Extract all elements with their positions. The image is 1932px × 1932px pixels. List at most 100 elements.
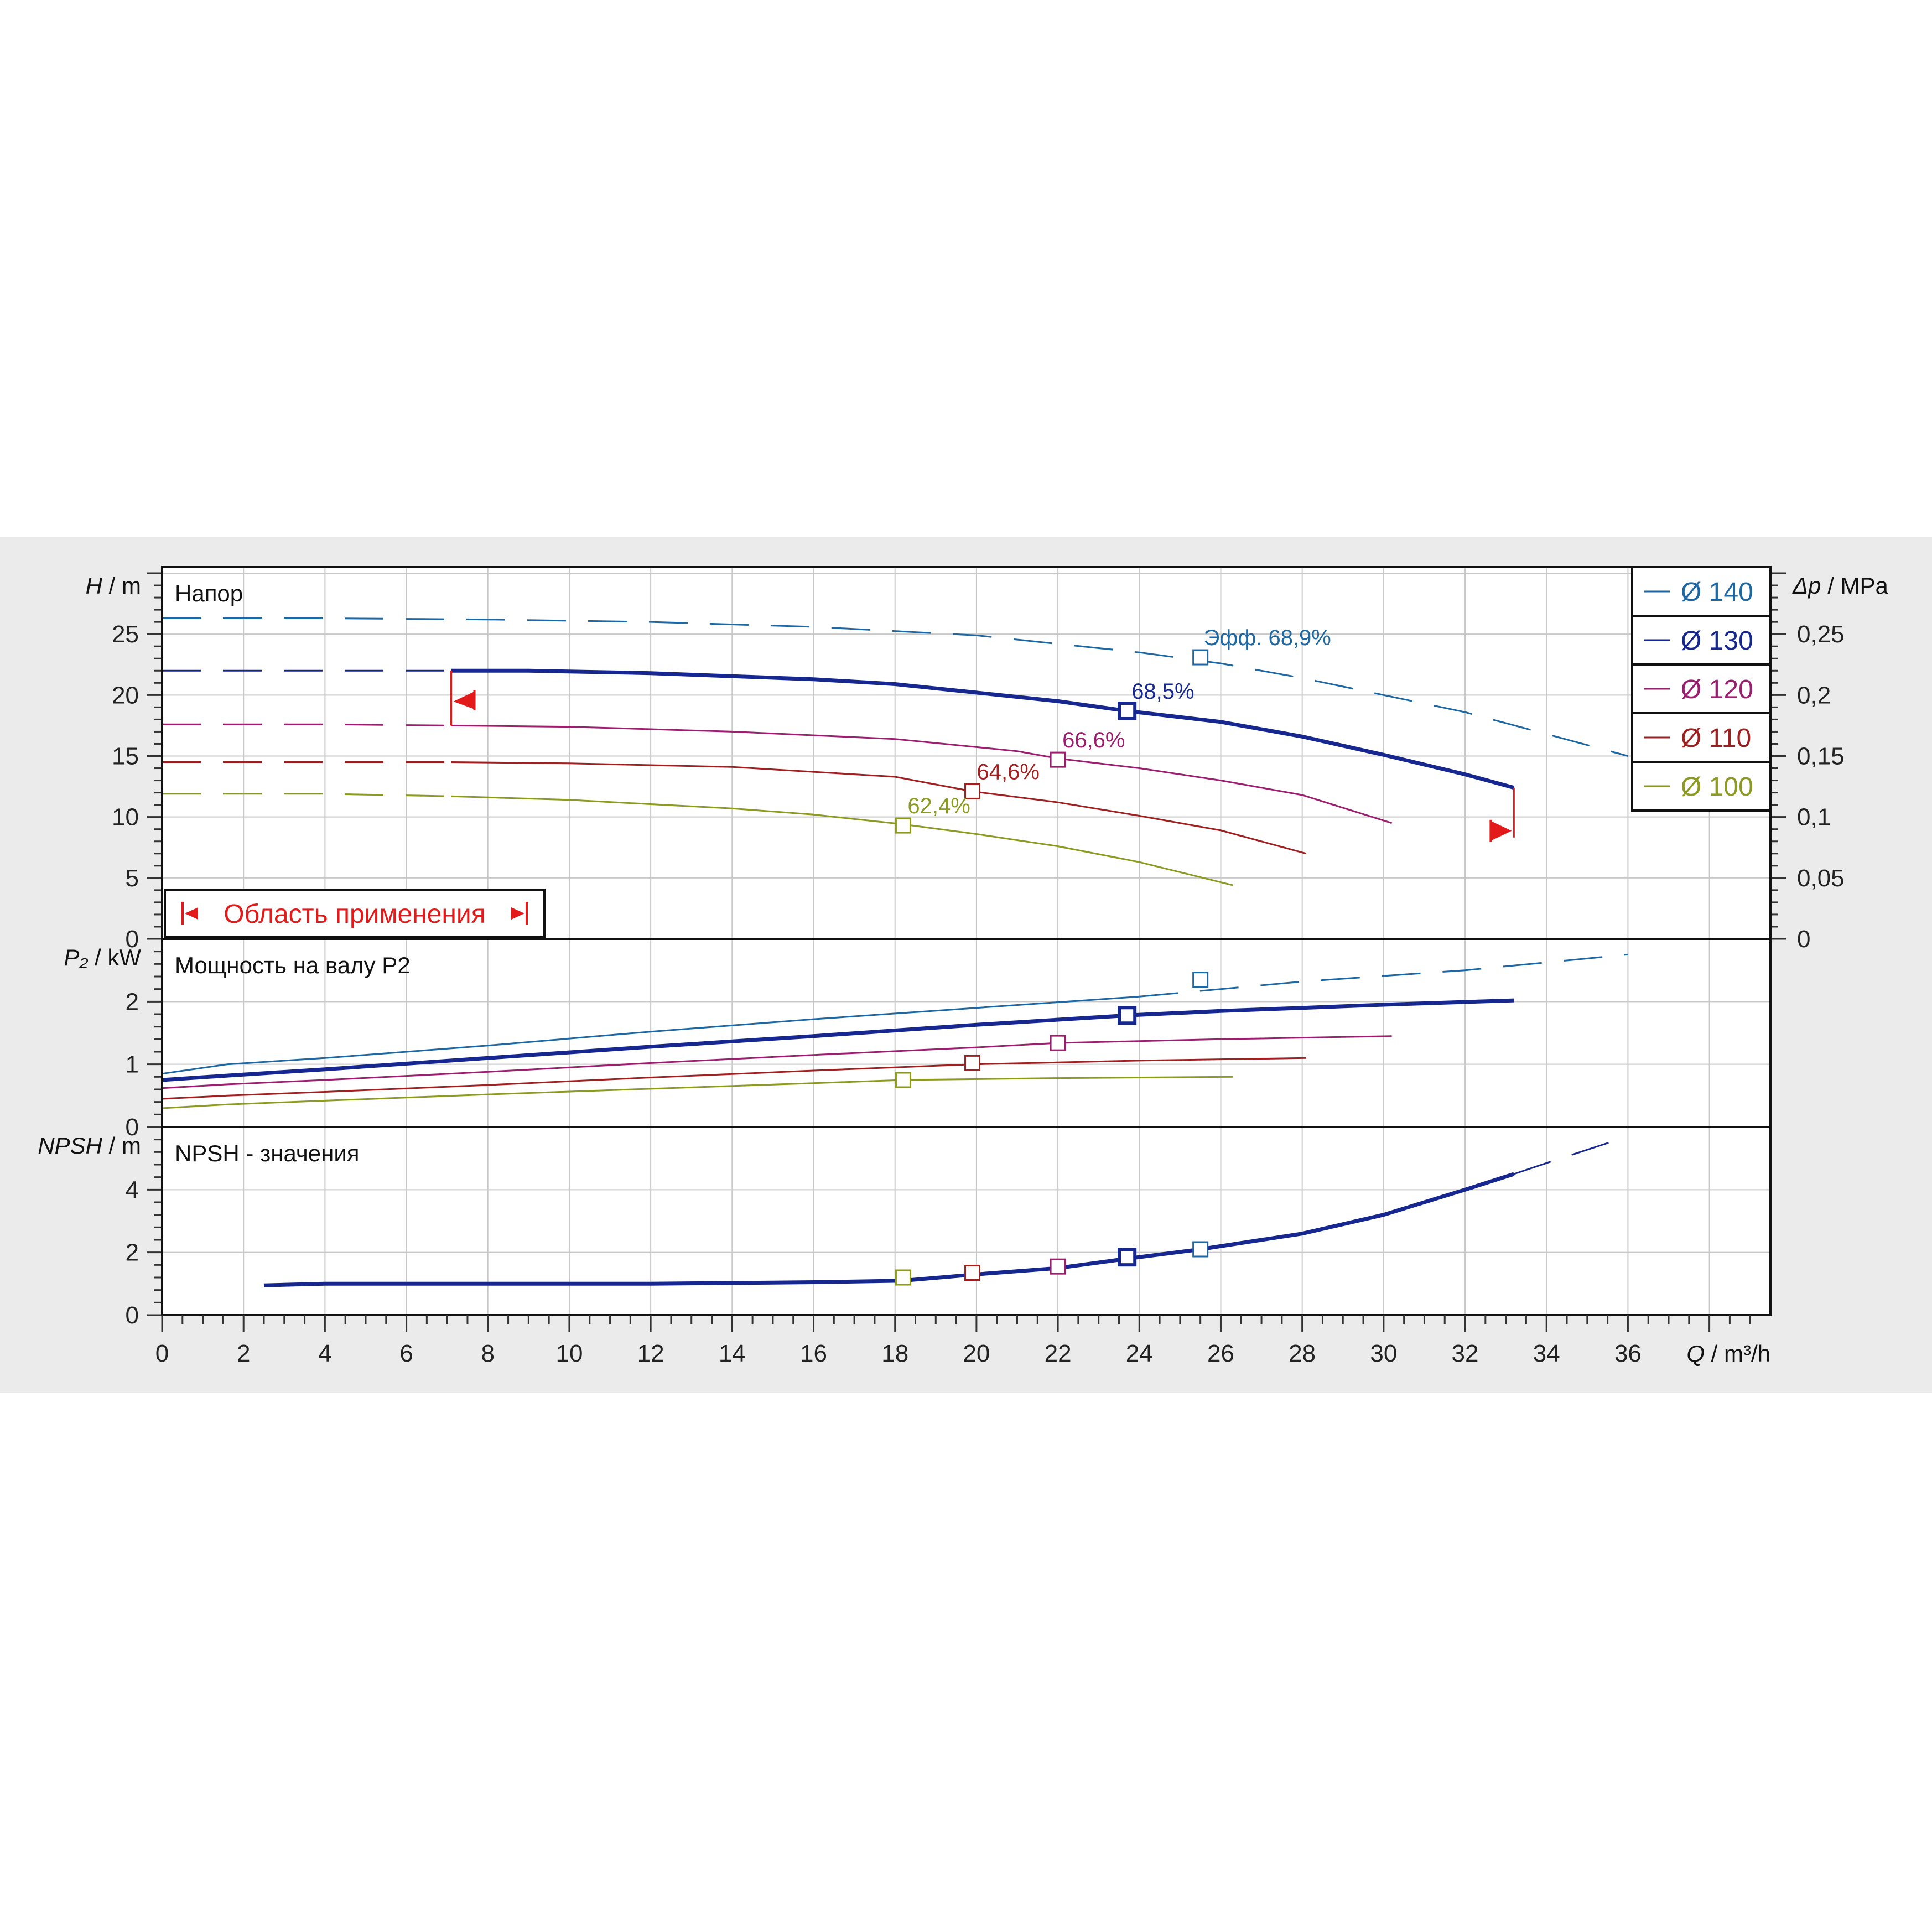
x-tick-label: 4: [318, 1340, 331, 1367]
efficiency-label: 64,6%: [977, 760, 1040, 784]
panel-title: NPSH - значения: [175, 1140, 360, 1166]
y-tick-label: 2: [126, 988, 139, 1015]
bep-marker: [1050, 751, 1066, 768]
y-axis-unit: / m: [109, 1133, 141, 1159]
y-tick-label: 10: [112, 804, 139, 831]
x-tick-label: 14: [719, 1340, 746, 1367]
panel-title: Мощность на валу P2: [175, 952, 411, 978]
series-line: [162, 1057, 1307, 1100]
series-head-d100: 62,4%: [162, 793, 1233, 886]
y-axis-symbol: NPSH: [38, 1133, 108, 1159]
x-tick-label: 28: [1289, 1340, 1316, 1367]
legend-label: Ø 110: [1681, 724, 1751, 753]
range-left-arrow: [185, 907, 198, 920]
x-tick-label: 0: [155, 1340, 169, 1367]
efficiency-label: Эфф. 68,9%: [1204, 626, 1331, 650]
range-right-arrow: [511, 907, 524, 920]
x-tick-label: 12: [637, 1340, 664, 1367]
secondary-axis-unit: / MPa: [1827, 573, 1888, 599]
x-tick-label: 32: [1452, 1340, 1479, 1367]
y-axis-symbol: P₂: [64, 944, 95, 970]
x-tick-label: 20: [963, 1340, 990, 1367]
secondary-axis-title: Δp / MPa: [1792, 573, 1889, 599]
application-range-markers: [450, 671, 1515, 842]
legend-label: Ø 140: [1681, 578, 1753, 607]
y-tick-label: 2: [126, 1239, 139, 1266]
series-line-dashed: [162, 723, 451, 726]
efficiency-label: 62,4%: [907, 794, 970, 818]
x-tick-label: 34: [1533, 1340, 1560, 1367]
series-line: [162, 995, 1140, 1075]
y-tick-label: 0: [126, 1302, 139, 1329]
series-line: [263, 1172, 1515, 1287]
x-axis-title: Q / m³/h: [1686, 1341, 1770, 1367]
series-power-d100: [162, 1072, 1233, 1109]
series-line-dashed: [162, 617, 1628, 757]
legend-label: Ø 100: [1681, 772, 1753, 802]
y-tick-label: 5: [126, 865, 139, 892]
series-head-d110: 64,6%: [162, 760, 1307, 855]
x-tick-label: 8: [481, 1340, 495, 1367]
series-line-dashed: [1139, 953, 1628, 998]
bep-marker: [895, 817, 911, 834]
npsh-marker: [1118, 1248, 1137, 1267]
y-axis-title: P₂ / kW: [64, 944, 141, 970]
bep-marker: [964, 1055, 981, 1071]
y-axis-unit: / m: [109, 573, 141, 599]
secondary-y-tick-label: 0,05: [1797, 865, 1845, 892]
y-tick-label: 25: [112, 621, 139, 648]
x-tick-label: 36: [1614, 1340, 1642, 1367]
secondary-axis-symbol: Δp: [1792, 573, 1827, 599]
series-npsh-d130: [263, 1135, 1628, 1287]
series-power-d120: [162, 1035, 1392, 1089]
series-line: [451, 724, 1393, 824]
npsh-marker: [964, 1265, 981, 1281]
x-tick-label: 22: [1045, 1340, 1072, 1367]
series-line: [162, 998, 1514, 1082]
y-axis-title: H / m: [86, 573, 141, 599]
panel-title: Напор: [175, 580, 243, 606]
x-axis-symbol: Q: [1686, 1341, 1711, 1367]
series-line-dashed: [162, 793, 451, 797]
y-tick-label: 0: [126, 926, 139, 953]
y-axis-title: NPSH / m: [38, 1133, 141, 1159]
bep-marker: [1118, 701, 1137, 720]
secondary-y-tick-label: 0,25: [1797, 621, 1845, 648]
secondary-y-tick-label: 0,15: [1797, 743, 1845, 770]
secondary-y-tick-label: 0: [1797, 926, 1810, 953]
application-range-box: [164, 889, 546, 938]
x-tick-label: 6: [399, 1340, 413, 1367]
npsh-marker: [1192, 1241, 1209, 1258]
x-axis-unit: / m³/h: [1711, 1341, 1770, 1367]
series-power-d130: [162, 998, 1514, 1082]
y-axis-unit: / kW: [95, 944, 141, 970]
series-line-dashed: [1513, 1135, 1628, 1175]
bep-marker: [964, 783, 981, 799]
legend-label: Ø 130: [1681, 626, 1753, 656]
secondary-y-tick-label: 0,2: [1797, 682, 1831, 709]
npsh-marker: [1050, 1258, 1066, 1275]
series-line: [162, 1035, 1392, 1089]
npsh-marker: [895, 1269, 911, 1286]
x-tick-label: 2: [237, 1340, 250, 1367]
series-power-d110: [162, 1055, 1307, 1100]
series-line: [162, 1076, 1233, 1109]
y-tick-label: 4: [126, 1176, 139, 1203]
x-tick-label: 24: [1126, 1340, 1153, 1367]
bep-marker: [895, 1072, 911, 1088]
x-tick-label: 16: [800, 1340, 827, 1367]
max-flow-arrow: [1490, 820, 1512, 841]
x-tick-label: 10: [555, 1340, 583, 1367]
plot-area: [162, 567, 1770, 1315]
bep-marker: [1118, 1006, 1137, 1025]
legend: Ø 140 Ø 130 Ø 120 Ø 110 Ø 100: [1631, 566, 1772, 812]
secondary-y-tick-label: 0,1: [1797, 804, 1831, 831]
plot-frame: [161, 566, 1772, 1316]
bep-marker: [1192, 972, 1209, 988]
y-tick-label: 0: [126, 1114, 139, 1141]
y-tick-label: 20: [112, 682, 139, 709]
efficiency-label: 68,5%: [1131, 679, 1194, 704]
y-tick-label: 1: [126, 1051, 139, 1078]
